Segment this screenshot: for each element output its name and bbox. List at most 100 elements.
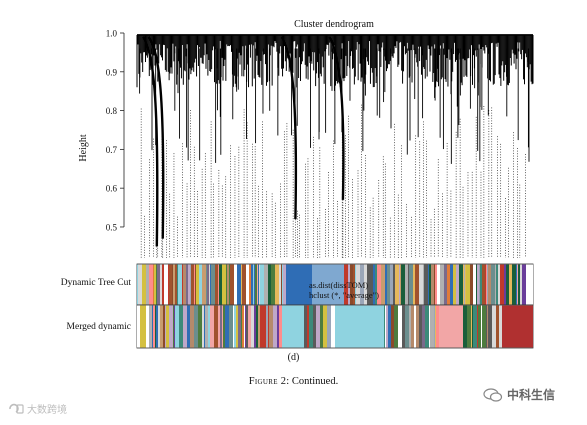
module-color-strip — [435, 264, 437, 305]
module-color-strip — [214, 305, 218, 348]
module-color-strip — [405, 264, 408, 305]
module-color-strip — [471, 305, 472, 348]
module-color-strip — [390, 264, 393, 305]
module-color-strip — [496, 264, 498, 305]
module-color-strip — [329, 264, 332, 305]
module-color-strip — [230, 264, 234, 305]
module-color-strip — [266, 305, 268, 348]
module-color-strip — [453, 264, 456, 305]
module-color-strip — [512, 264, 516, 305]
module-color-strip — [398, 305, 402, 348]
module-color-strip — [154, 264, 156, 305]
module-color-strip — [205, 305, 208, 348]
module-color-strip — [237, 264, 241, 305]
module-color-strip — [256, 305, 258, 348]
module-color-strip — [411, 305, 414, 348]
module-color-strip — [459, 264, 463, 305]
module-color-strip — [304, 305, 307, 348]
module-color-strip — [325, 264, 329, 305]
chart-title: Cluster dendrogram — [294, 19, 374, 30]
module-color-strip — [447, 264, 450, 305]
module-color-strip — [338, 264, 341, 305]
module-color-strip — [442, 305, 445, 348]
module-color-strip — [156, 305, 158, 348]
module-color-strip — [335, 305, 338, 348]
module-color-strip — [375, 264, 377, 305]
module-color-strip — [457, 305, 460, 348]
module-color-strip — [428, 264, 429, 305]
module-color-strip — [361, 305, 364, 348]
module-color-strip — [355, 305, 358, 348]
module-color-strip — [364, 264, 367, 305]
module-color-strip — [491, 264, 495, 305]
module-color-strip — [425, 305, 429, 348]
module-color-strip — [473, 264, 476, 305]
module-color-strip — [146, 305, 149, 348]
module-color-strip — [289, 264, 292, 305]
module-color-strip — [153, 264, 154, 305]
module-color-strip — [518, 264, 520, 305]
module-color-strip — [186, 264, 188, 305]
y-tick-label: 0.7 — [106, 145, 118, 155]
module-color-strip — [466, 264, 470, 305]
module-color-strip — [409, 264, 413, 305]
module-color-strip — [514, 305, 517, 348]
module-color-strip — [511, 305, 514, 348]
module-color-strip — [367, 305, 370, 348]
module-color-strip — [522, 264, 526, 305]
module-color-strip — [478, 305, 481, 348]
module-color-strip — [282, 305, 286, 348]
module-color-strip — [414, 305, 416, 348]
module-color-strip — [242, 264, 246, 305]
module-color-strip — [395, 264, 399, 305]
module-color-strip — [196, 264, 199, 305]
module-color-strip — [195, 264, 196, 305]
module-color-strip — [182, 264, 183, 305]
module-color-strip — [415, 264, 419, 305]
module-color-strip — [416, 305, 419, 348]
module-color-strip — [500, 264, 504, 305]
module-color-strip — [206, 264, 207, 305]
module-color-strip — [479, 264, 480, 305]
module-color-strip — [234, 305, 236, 348]
module-color-strip — [434, 305, 435, 348]
module-color-strip — [429, 305, 430, 348]
cluster-dendrogram-chart: Cluster dendrogram Height 0.50.60.70.80.… — [61, 19, 534, 349]
module-color-strip — [307, 305, 309, 348]
module-color-strip — [188, 264, 190, 305]
module-color-strip — [331, 305, 335, 348]
module-color-strip — [282, 264, 283, 305]
module-color-strip — [341, 264, 344, 305]
y-tick-label: 1.0 — [106, 29, 118, 39]
module-color-strip — [523, 305, 526, 348]
module-color-strip — [470, 264, 473, 305]
module-color-strip — [183, 264, 186, 305]
watermark-left: 大数跨境 — [8, 401, 67, 416]
module-color-strip — [190, 305, 194, 348]
module-color-strip — [251, 305, 254, 348]
module-color-strip — [303, 264, 306, 305]
module-color-strip — [160, 305, 163, 348]
module-color-strip — [172, 264, 173, 305]
module-color-strip — [526, 264, 530, 305]
module-color-strip — [358, 305, 361, 348]
module-color-strip — [273, 305, 277, 348]
dendrogram-tree — [136, 34, 534, 258]
module-color-strip — [486, 305, 487, 348]
module-color-strip — [268, 305, 269, 348]
module-color-strip — [506, 264, 509, 305]
module-color-strip — [236, 305, 238, 348]
module-color-strip — [157, 264, 158, 305]
figure-caption-label: Figure 2 — [248, 376, 287, 387]
module-color-strip — [258, 264, 259, 305]
module-color-strip — [249, 264, 251, 305]
module-color-strip — [211, 264, 215, 305]
module-color-strip — [296, 264, 300, 305]
module-color-strip — [259, 264, 260, 305]
module-color-strip — [351, 305, 355, 348]
module-color-strip — [482, 305, 486, 348]
module-color-strip — [448, 305, 451, 348]
module-color-strip — [401, 264, 405, 305]
y-tick-label: 0.6 — [106, 184, 118, 194]
module-color-strip — [246, 264, 249, 305]
